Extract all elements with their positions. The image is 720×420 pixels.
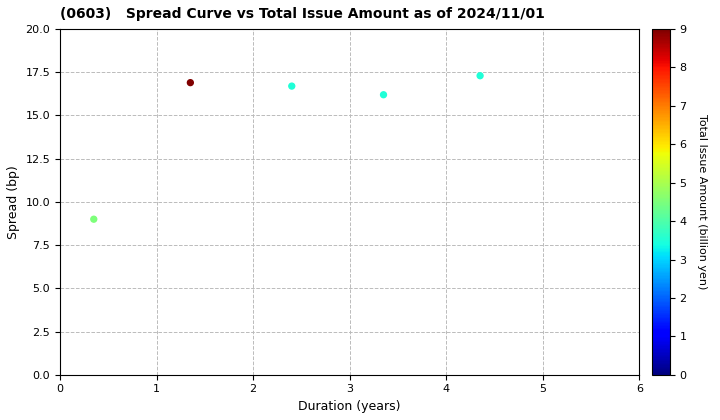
X-axis label: Duration (years): Duration (years) [299,400,401,413]
Y-axis label: Total Issue Amount (billion yen): Total Issue Amount (billion yen) [697,114,707,290]
Point [286,83,297,89]
Point [474,72,486,79]
Point [88,216,99,223]
Y-axis label: Spread (bp): Spread (bp) [7,165,20,239]
Text: (0603)   Spread Curve vs Total Issue Amount as of 2024/11/01: (0603) Spread Curve vs Total Issue Amoun… [60,7,545,21]
Point [184,79,196,86]
Point [378,92,390,98]
